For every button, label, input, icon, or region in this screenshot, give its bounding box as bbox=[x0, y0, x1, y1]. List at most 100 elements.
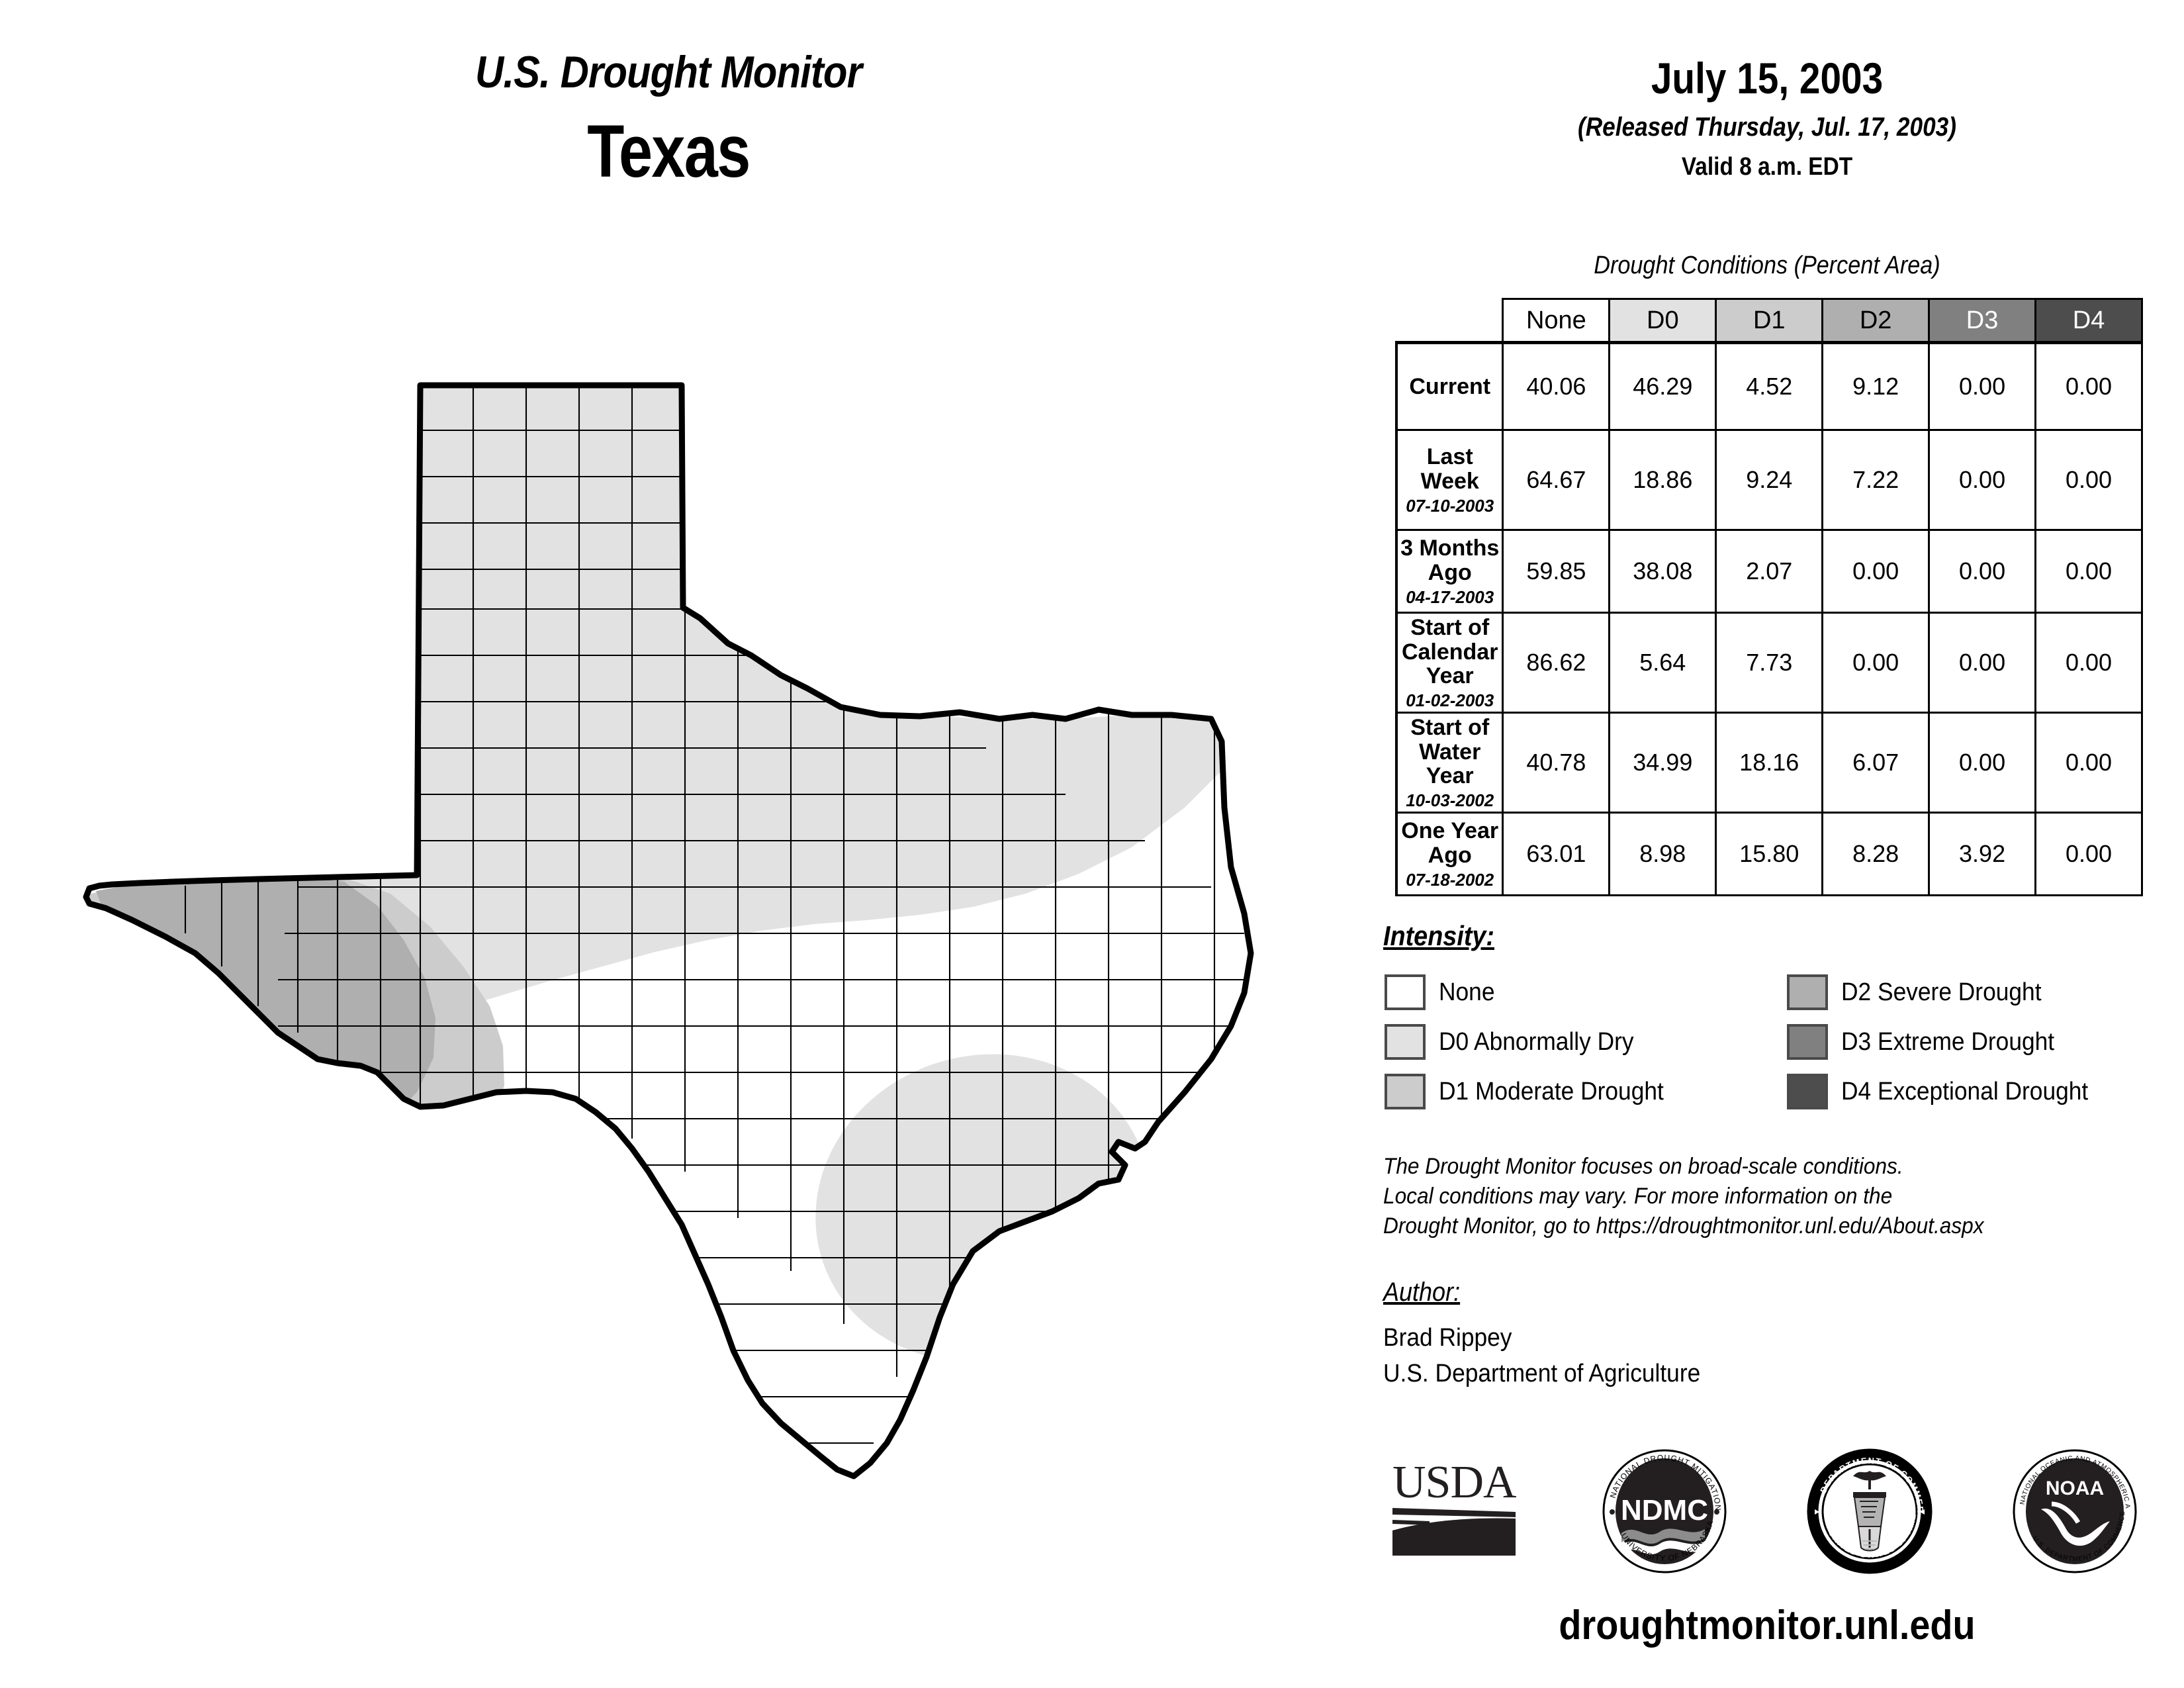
row-label: Last Week 07-10-2003 bbox=[1395, 429, 1504, 531]
table-row: Start of Calendar Year 01-02-2003 86.62 5.64… bbox=[1395, 612, 2143, 714]
legend-item-d2: D2 Severe Drought bbox=[1787, 970, 2107, 1015]
column-header-d0: D0 bbox=[1608, 298, 1717, 344]
row-date: 04-17-2003 bbox=[1406, 586, 1494, 607]
cell-d2: 6.07 bbox=[1821, 712, 1931, 814]
author-heading: Author: bbox=[1383, 1278, 1461, 1307]
legend-label-d1: D1 Moderate Drought bbox=[1439, 1077, 1664, 1105]
svg-text:USDA: USDA bbox=[1392, 1457, 1517, 1508]
cell-d4: 0.00 bbox=[2034, 612, 2143, 714]
table-header-row: None D0 D1 D2 D3 D4 bbox=[1396, 298, 2143, 344]
cell-d1: 2.07 bbox=[1715, 529, 1824, 614]
legend-item-d4: D4 Exceptional Drought bbox=[1787, 1069, 2107, 1114]
row-date: 10-03-2002 bbox=[1406, 790, 1494, 811]
column-header-d2: D2 bbox=[1821, 298, 1931, 344]
cell-d0: 38.08 bbox=[1608, 529, 1717, 614]
page-title: U.S. Drought Monitor bbox=[475, 47, 862, 97]
cell-d2: 0.00 bbox=[1821, 529, 1931, 614]
disclaimer-line-3: Drought Monitor, go to https://droughtmo… bbox=[1383, 1213, 1984, 1239]
cell-none: 59.85 bbox=[1502, 529, 1611, 614]
cell-none: 40.06 bbox=[1502, 341, 1611, 431]
legend-swatch-d2 bbox=[1787, 974, 1828, 1010]
cell-d3: 0.00 bbox=[1928, 612, 2037, 714]
row-label: Current bbox=[1395, 341, 1504, 431]
row-date: 07-18-2002 bbox=[1406, 869, 1494, 890]
column-header-d1: D1 bbox=[1715, 298, 1824, 344]
row-date: 01-02-2003 bbox=[1406, 690, 1494, 711]
site-url: droughtmonitor.unl.edu bbox=[1559, 1603, 1976, 1648]
table-row: Current 40.06 46.29 4.52 9.12 0.00 0.00 bbox=[1395, 341, 2143, 431]
table-row: One Year Ago 07-18-2002 63.01 8.98 15.80 8.28… bbox=[1395, 812, 2143, 896]
cell-d4: 0.00 bbox=[2034, 712, 2143, 814]
cell-none: 64.67 bbox=[1502, 429, 1611, 531]
noaa-logo: NOAA NATIONAL OCEANIC AND ATMOSPHERIC AD… bbox=[2009, 1443, 2138, 1577]
cell-none: 86.62 bbox=[1502, 612, 1611, 714]
legend-label-d0: D0 Abnormally Dry bbox=[1439, 1027, 1634, 1056]
row-label: One Year Ago 07-18-2002 bbox=[1395, 812, 1504, 896]
cell-d2: 0.00 bbox=[1821, 612, 1931, 714]
date-header: July 15, 2003 (Released Thursday, Jul. 1… bbox=[1377, 53, 2158, 181]
legend-label-d2: D2 Severe Drought bbox=[1841, 978, 2042, 1006]
cell-d0: 8.98 bbox=[1608, 812, 1717, 896]
disclaimer-line-2: Local conditions may vary. For more info… bbox=[1383, 1184, 1893, 1209]
cell-d1: 7.73 bbox=[1715, 612, 1824, 714]
legend-label-d4: D4 Exceptional Drought bbox=[1841, 1077, 2089, 1105]
cell-d1: 15.80 bbox=[1715, 812, 1824, 896]
disclaimer-text: The Drought Monitor focuses on broad-sca… bbox=[1383, 1152, 2109, 1242]
cell-d1: 18.16 bbox=[1715, 712, 1824, 814]
table-row: 3 Months Ago 04-17-2003 59.85 38.08 2.07 0.00… bbox=[1395, 529, 2143, 614]
cell-d3: 3.92 bbox=[1928, 812, 2037, 896]
cell-d3: 0.00 bbox=[1928, 429, 2037, 531]
cell-d1: 9.24 bbox=[1715, 429, 1824, 531]
row-label: 3 Months Ago 04-17-2003 bbox=[1395, 529, 1504, 614]
legend-swatch-d0 bbox=[1385, 1024, 1426, 1060]
release-date: (Released Thursday, Jul. 17, 2003) bbox=[1578, 113, 1956, 142]
title-block: U.S. Drought Monitor Texas bbox=[285, 46, 1052, 194]
author-name: Brad Rippey bbox=[1383, 1324, 1512, 1352]
cell-d0: 34.99 bbox=[1608, 712, 1717, 814]
svg-text:NOAA: NOAA bbox=[2046, 1477, 2104, 1499]
cell-d0: 18.86 bbox=[1608, 429, 1717, 531]
cell-d0: 46.29 bbox=[1608, 341, 1717, 431]
legend-label-d3: D3 Extreme Drought bbox=[1841, 1027, 2055, 1056]
legend-swatch-none bbox=[1385, 974, 1426, 1010]
legend-swatch-d1 bbox=[1385, 1074, 1426, 1109]
table-row: Last Week 07-10-2003 64.67 18.86 9.24 7.22 0.0… bbox=[1395, 429, 2143, 531]
column-header-d4: D4 bbox=[2034, 298, 2143, 344]
texas-state-outline bbox=[83, 382, 1254, 1479]
cell-d3: 0.00 bbox=[1928, 341, 2037, 431]
legend-column-left: None D0 Abnormally Dry D1 Moderate Drought bbox=[1385, 970, 1680, 1119]
author-agency: U.S. Department of Agriculture bbox=[1383, 1359, 1701, 1387]
legend-swatch-d3 bbox=[1787, 1024, 1828, 1060]
cell-d0: 5.64 bbox=[1608, 612, 1717, 714]
valid-date: July 15, 2003 bbox=[1651, 54, 1884, 103]
column-header-d3: D3 bbox=[1928, 298, 2037, 344]
cell-d2: 9.12 bbox=[1821, 341, 1931, 431]
legend-item-none: None bbox=[1385, 970, 1680, 1015]
cell-none: 40.78 bbox=[1502, 712, 1611, 814]
legend-item-d1: D1 Moderate Drought bbox=[1385, 1069, 1680, 1114]
column-header-none: None bbox=[1502, 298, 1611, 344]
legend-swatch-d4 bbox=[1787, 1074, 1828, 1109]
cell-d3: 0.00 bbox=[1928, 529, 2037, 614]
cell-d4: 0.00 bbox=[2034, 812, 2143, 896]
doc-seal: DEPARTMENT OF COMMERCE UNITED STATES OF … bbox=[1803, 1440, 1933, 1577]
drought-conditions-table: None D0 D1 D2 D3 D4 Current 40.06 46.29 4.5… bbox=[1395, 298, 2143, 896]
svg-text:NDMC: NDMC bbox=[1621, 1494, 1708, 1526]
texas-drought-map bbox=[60, 344, 1357, 1489]
table-caption: Drought Conditions (Percent Area) bbox=[1594, 252, 1940, 279]
cell-d3: 0.00 bbox=[1928, 712, 2037, 814]
disclaimer-line-1: The Drought Monitor focuses on broad-sca… bbox=[1383, 1154, 1903, 1179]
legend-item-d0: D0 Abnormally Dry bbox=[1385, 1019, 1680, 1064]
cell-d4: 0.00 bbox=[2034, 429, 2143, 531]
cell-none: 63.01 bbox=[1502, 812, 1611, 896]
row-label: Start of Water Year 10-03-2002 bbox=[1395, 712, 1504, 814]
cell-d2: 7.22 bbox=[1821, 429, 1931, 531]
cell-d4: 0.00 bbox=[2034, 529, 2143, 614]
cell-d4: 0.00 bbox=[2034, 341, 2143, 431]
table-corner-cell bbox=[1396, 299, 1503, 343]
legend-item-d3: D3 Extreme Drought bbox=[1787, 1019, 2107, 1064]
legend-label-none: None bbox=[1439, 978, 1495, 1006]
county-boundaries bbox=[184, 385, 1244, 1463]
state-title: Texas bbox=[587, 110, 751, 193]
table-row: Start of Water Year 10-03-2002 40.78 34.99 18… bbox=[1395, 712, 2143, 814]
